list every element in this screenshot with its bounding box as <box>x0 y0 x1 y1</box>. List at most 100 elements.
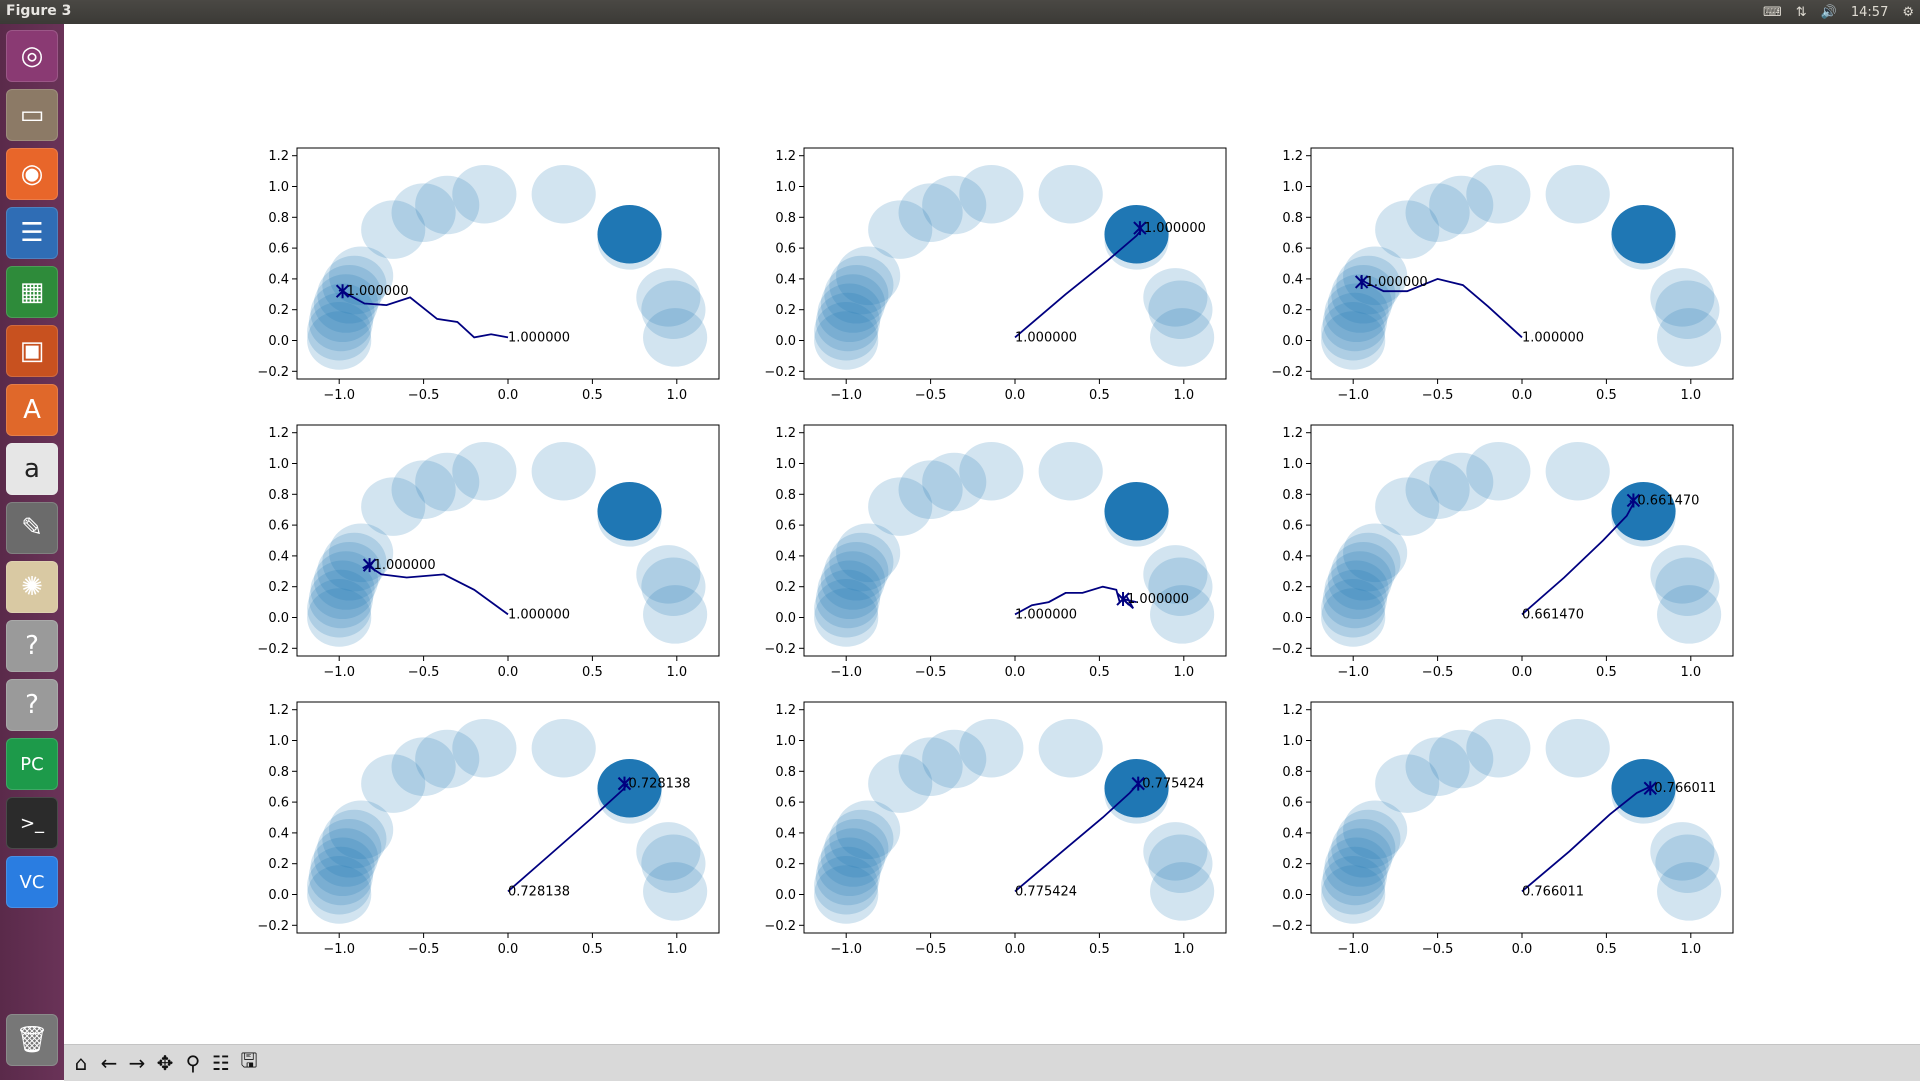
y-tick-label: 1.2 <box>268 149 289 164</box>
terminal-icon[interactable]: >_ <box>6 797 58 849</box>
obstacle-circle <box>820 551 886 610</box>
firefox-icon[interactable]: ◉ <box>6 148 58 200</box>
writer-icon[interactable]: ☰ <box>6 207 58 259</box>
obstacle-circle <box>322 809 387 869</box>
plot-area <box>814 441 1215 647</box>
pan-icon[interactable]: ✥ <box>156 1051 174 1075</box>
obstacle-circle <box>1545 441 1610 501</box>
obstacle-circle <box>322 532 387 592</box>
x-tick-label: 1.0 <box>666 665 687 680</box>
obstacle-circle <box>313 551 379 610</box>
x-tick-label: −1.0 <box>1337 388 1369 403</box>
y-tick-label: 0.8 <box>1282 211 1303 226</box>
y-tick-label: 1.2 <box>268 426 289 441</box>
files-icon[interactable]: ▭ <box>6 89 58 141</box>
x-tick-label: 0.5 <box>582 942 603 957</box>
trash-icon[interactable]: 🗑 <box>6 1014 58 1066</box>
keyboard-icon[interactable]: ⌨ <box>1763 4 1782 20</box>
y-tick-label: 0.8 <box>1282 765 1303 780</box>
obstacle-circle <box>1331 542 1396 601</box>
gear-icon[interactable]: ⚙ <box>1902 4 1914 20</box>
software-center-icon[interactable]: A <box>6 384 58 436</box>
obstacle-circle <box>1321 579 1386 638</box>
forward-icon[interactable]: → <box>128 1051 146 1075</box>
vscode-icon[interactable]: VC <box>6 856 58 908</box>
trajectory-line <box>1521 785 1651 893</box>
obstacle-circle <box>415 175 480 235</box>
y-tick-label: 1.0 <box>268 180 289 195</box>
obstacle-circle <box>361 754 426 813</box>
obstacle-circle <box>836 246 901 306</box>
plot-area <box>814 164 1215 370</box>
end-label: 1.000000 <box>1144 221 1206 236</box>
ubuntu-dash-icon[interactable]: ◎ <box>6 30 58 82</box>
pycharm-icon[interactable]: PC <box>6 738 58 790</box>
y-tick-label: 0.4 <box>1282 549 1303 564</box>
y-tick-label: 0.0 <box>775 888 796 903</box>
obstacle-circle <box>307 856 372 915</box>
zoom-icon[interactable]: ⚲ <box>185 1051 201 1075</box>
impress-icon[interactable]: ▣ <box>6 325 58 377</box>
volume-icon[interactable]: 🔊 <box>1820 4 1837 20</box>
y-tick-label: 0.6 <box>1282 519 1303 534</box>
obstacle-circle <box>815 846 880 906</box>
top-panel: Figure 3 ⌨ ⇅ 🔊 14:57 ⚙ <box>0 0 1920 24</box>
y-tick-label: 0.8 <box>1282 488 1303 503</box>
amazon-icon[interactable]: a <box>6 443 58 495</box>
x-tick-label: −0.5 <box>915 942 947 957</box>
start-label: 0.775424 <box>1015 884 1077 899</box>
x-tick-label: −0.5 <box>1422 942 1454 957</box>
end-label: 1.000000 <box>1127 592 1189 607</box>
trajectory-line <box>1014 585 1137 616</box>
obstacle-circle <box>531 441 596 501</box>
trajectory-line <box>1014 782 1141 893</box>
end-label: 0.728138 <box>628 777 690 792</box>
y-tick-label: 1.2 <box>268 703 289 718</box>
app-icon[interactable]: ✺ <box>6 561 58 613</box>
obstacle-circle <box>1321 865 1386 924</box>
obstacle-circle <box>307 311 372 370</box>
obstacle-circle <box>636 268 701 327</box>
x-tick-label: 0.5 <box>1089 942 1110 957</box>
unknown-app-icon[interactable]: ? <box>6 620 58 672</box>
y-tick-label: 0.0 <box>1282 334 1303 349</box>
y-tick-label: 0.6 <box>775 796 796 811</box>
x-tick-label: −0.5 <box>915 665 947 680</box>
obstacle-circle <box>1655 280 1720 339</box>
x-tick-label: −1.0 <box>1337 942 1369 957</box>
back-icon[interactable]: ← <box>100 1051 118 1075</box>
system-tray: ⌨ ⇅ 🔊 14:57 ⚙ <box>1763 0 1914 24</box>
obstacle-circle <box>815 292 880 352</box>
obstacle-circle <box>1429 175 1494 235</box>
end-marker <box>1643 781 1657 796</box>
obstacle-circle <box>1038 718 1103 778</box>
obstacle-circle <box>1405 460 1470 519</box>
system-settings-icon[interactable]: ✎ <box>6 502 58 554</box>
y-tick-label: 0.4 <box>268 549 289 564</box>
network-icon[interactable]: ⇅ <box>1795 4 1807 20</box>
obstacle-circle <box>1429 729 1494 789</box>
configure-subplots-icon[interactable]: ☷ <box>212 1051 230 1075</box>
obstacle-circle <box>1331 265 1396 324</box>
subplot-1: 1.000000 1.000000 −1.0 −0.5 0.0 0.5 1.0 −0.2 0.0… <box>257 147 720 403</box>
obstacle-circle <box>814 579 879 638</box>
y-tick-label: 0.2 <box>775 580 796 595</box>
y-tick-label: 1.2 <box>1282 149 1303 164</box>
clock[interactable]: 14:57 <box>1850 4 1889 20</box>
obstacle-circle <box>1148 834 1213 893</box>
save-icon[interactable]: 🖫 <box>240 1048 258 1072</box>
end-marker <box>1626 493 1641 508</box>
x-tick-label: −1.0 <box>830 665 862 680</box>
obstacle-circle <box>1322 846 1387 906</box>
y-tick-label: 0.0 <box>775 611 796 626</box>
calc-icon[interactable]: ▦ <box>6 266 58 318</box>
obstacle-circle <box>308 292 373 352</box>
unknown-app-icon[interactable]: ? <box>6 679 58 731</box>
home-icon[interactable]: ⌂ <box>74 1051 88 1075</box>
trajectory-line <box>362 561 509 616</box>
y-tick-label: 0.0 <box>268 334 289 349</box>
x-tick-label: −1.0 <box>1337 665 1369 680</box>
obstacle-circle <box>1038 441 1103 501</box>
y-tick-label: 0.2 <box>268 857 289 872</box>
